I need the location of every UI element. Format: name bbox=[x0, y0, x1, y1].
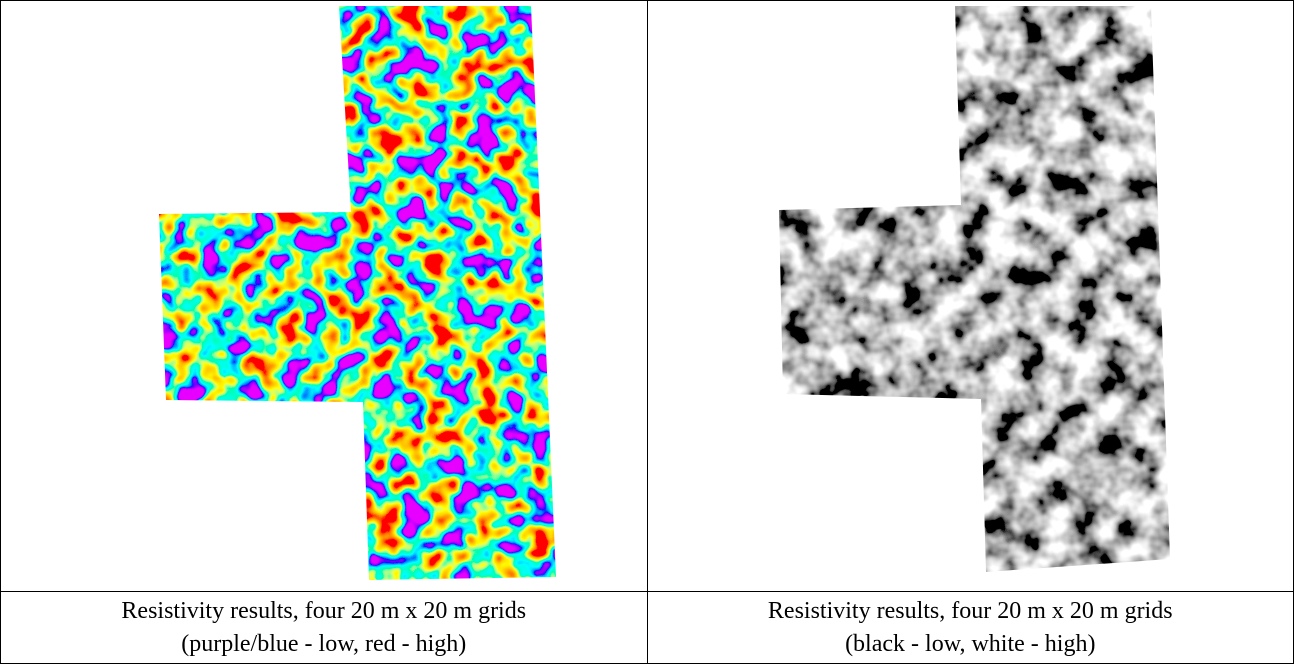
caption: Resistivity results, four 20 m x 20 m gr… bbox=[1, 592, 648, 664]
caption-line: (purple/blue - low, red - high) bbox=[1, 628, 647, 661]
page: Resistivity results, four 20 m x 20 m gr… bbox=[0, 0, 1294, 664]
resistivity-image bbox=[151, 2, 571, 590]
figure-table: Resistivity results, four 20 m x 20 m gr… bbox=[0, 0, 1294, 664]
image-row bbox=[1, 1, 1294, 592]
color-resistivity-map bbox=[1, 2, 695, 590]
caption-row: Resistivity results, four 20 m x 20 m gr… bbox=[1, 592, 1294, 664]
image-cell bbox=[647, 1, 1294, 592]
resistivity-image bbox=[773, 2, 1183, 590]
caption-line: (black - low, white - high) bbox=[648, 628, 1294, 661]
caption: Resistivity results, four 20 m x 20 m gr… bbox=[647, 592, 1294, 664]
caption-line: Resistivity results, four 20 m x 20 m gr… bbox=[648, 595, 1294, 628]
image-cell bbox=[1, 1, 648, 592]
caption-line: Resistivity results, four 20 m x 20 m gr… bbox=[1, 595, 647, 628]
grayscale-resistivity-map bbox=[673, 2, 1267, 590]
